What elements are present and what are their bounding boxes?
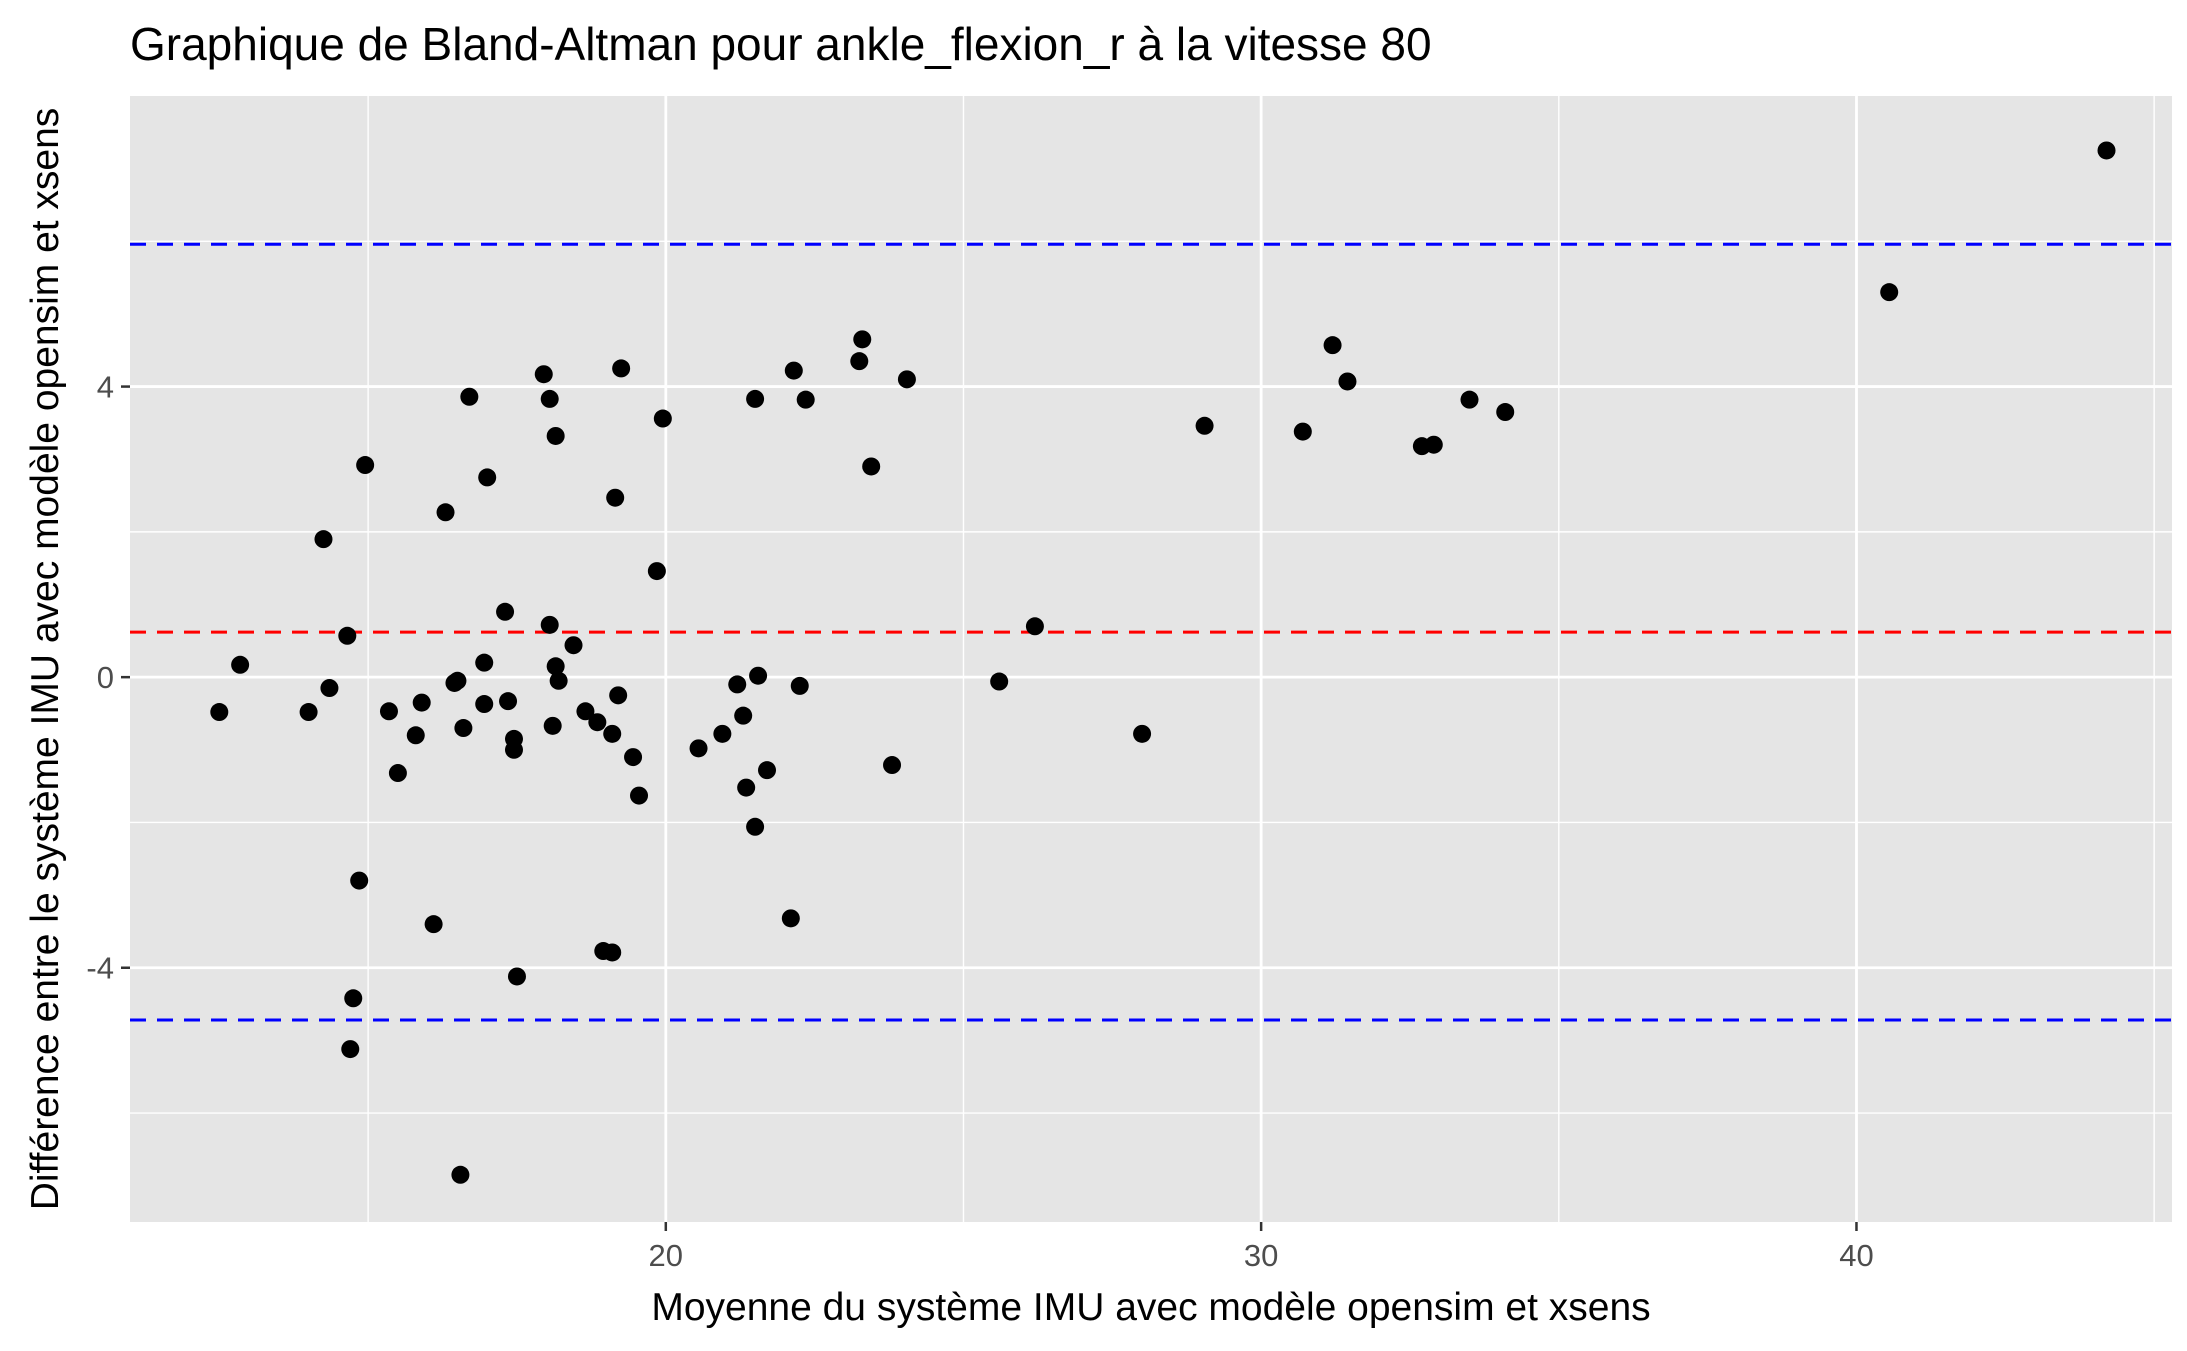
data-point	[606, 488, 625, 507]
data-point	[990, 672, 1009, 691]
grid-minor	[130, 96, 2172, 1222]
data-point	[1424, 435, 1443, 454]
data-point	[543, 716, 562, 735]
data-point	[790, 676, 809, 695]
data-point	[475, 653, 494, 672]
data-point	[737, 778, 756, 797]
data-point	[1880, 283, 1899, 302]
data-point	[356, 456, 375, 475]
data-point	[758, 761, 777, 780]
data-point	[653, 409, 672, 428]
y-tick-label: 0	[97, 660, 114, 695]
data-point	[796, 390, 815, 409]
data-point	[412, 693, 431, 712]
data-point	[746, 817, 765, 836]
data-point	[734, 706, 753, 725]
data-point	[338, 626, 357, 645]
data-point	[850, 352, 869, 371]
data-point	[1195, 416, 1214, 435]
data-point	[320, 679, 339, 698]
data-point	[341, 1040, 360, 1059]
plot-panel	[130, 96, 2172, 1222]
x-tick-label: 30	[1244, 1238, 1278, 1273]
x-axis-title: Moyenne du système IMU avec modèle opens…	[651, 1286, 1650, 1329]
data-point	[475, 695, 494, 714]
data-point	[1460, 390, 1479, 409]
y-tick-label: -4	[86, 951, 114, 986]
data-point	[1133, 724, 1152, 743]
data-point	[499, 692, 518, 711]
data-point	[603, 724, 622, 743]
data-point	[862, 457, 881, 476]
data-point	[576, 702, 595, 721]
data-point	[454, 719, 473, 738]
data-point	[231, 655, 250, 674]
data-point	[609, 686, 628, 705]
data-points	[210, 141, 2116, 1184]
data-point	[746, 389, 765, 408]
x-tick-label: 40	[1839, 1238, 1873, 1273]
data-point	[210, 703, 229, 722]
y-axis-title: Différence entre le système IMU avec mod…	[24, 108, 67, 1211]
data-point	[713, 724, 732, 743]
data-point	[451, 1165, 470, 1184]
data-point	[588, 713, 607, 732]
grid-major	[130, 96, 2172, 1222]
data-point	[647, 562, 666, 581]
data-point	[883, 756, 902, 775]
data-point	[540, 389, 559, 408]
data-point	[2097, 141, 2116, 160]
data-point	[1323, 336, 1342, 355]
data-point	[478, 468, 497, 487]
data-point	[728, 675, 747, 694]
data-point	[534, 365, 553, 384]
data-point	[612, 359, 631, 378]
y-axis-ticks: -4 0 4	[86, 370, 130, 986]
data-point	[564, 636, 583, 655]
data-point	[436, 503, 455, 522]
data-point	[546, 657, 565, 676]
x-axis-ticks: 20 30 40	[649, 1222, 1874, 1273]
data-point	[314, 530, 333, 549]
data-point	[781, 909, 800, 928]
data-point	[1338, 372, 1357, 391]
y-tick-label: 4	[97, 370, 114, 405]
data-point	[897, 370, 916, 389]
data-point	[424, 915, 443, 934]
data-point	[1293, 422, 1312, 441]
data-point	[507, 967, 526, 986]
data-point	[630, 786, 649, 805]
data-point	[299, 703, 318, 722]
data-point	[350, 871, 369, 890]
reference-lines	[130, 242, 2172, 1022]
data-point	[406, 726, 425, 745]
data-point	[546, 426, 565, 445]
data-point	[460, 387, 479, 406]
data-point	[1496, 403, 1515, 422]
data-point	[689, 739, 708, 758]
data-point	[379, 702, 398, 721]
data-point	[344, 989, 363, 1008]
data-point	[1025, 617, 1044, 636]
data-point	[388, 764, 407, 783]
data-point	[624, 748, 643, 767]
data-point	[853, 330, 872, 349]
x-tick-label: 20	[649, 1238, 683, 1273]
data-point	[448, 671, 467, 690]
data-point	[540, 615, 559, 634]
data-point	[549, 671, 568, 690]
data-point	[784, 361, 803, 380]
data-point	[496, 602, 515, 621]
data-point	[603, 943, 622, 962]
data-point	[504, 740, 523, 759]
chart-title: Graphique de Bland-Altman pour ankle_fle…	[130, 18, 1432, 70]
data-point	[749, 666, 768, 685]
